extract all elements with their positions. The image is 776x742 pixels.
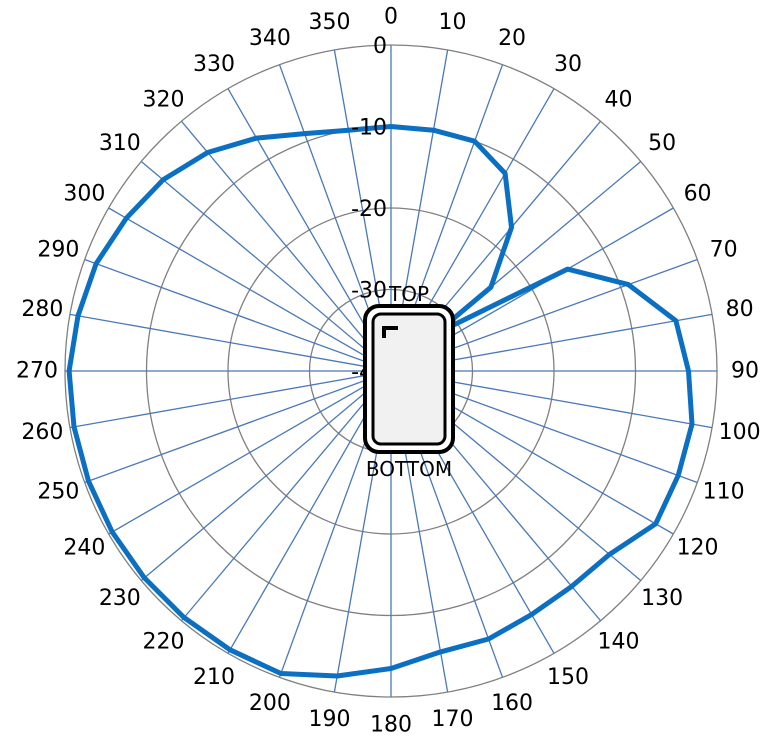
angle-label: 170 <box>431 707 473 732</box>
angle-label: 10 <box>438 10 466 35</box>
angle-label: 40 <box>605 87 633 112</box>
angle-label: 310 <box>99 131 141 156</box>
angle-label: 210 <box>193 665 235 690</box>
angle-label: 180 <box>370 713 412 738</box>
angle-label: 120 <box>677 536 719 561</box>
series-layer <box>66 124 695 679</box>
angle-label: 150 <box>547 665 589 690</box>
angle-label: 220 <box>142 630 184 655</box>
angle-label: 190 <box>309 707 351 732</box>
camera-corner-icon <box>382 326 398 338</box>
angle-label: 290 <box>37 237 79 262</box>
grid-spoke <box>180 120 392 372</box>
radial-tick-label: 0 <box>373 34 387 59</box>
device-bottom-label: BOTTOM <box>366 457 452 481</box>
angle-label: 50 <box>648 131 676 156</box>
grid-spoke <box>84 370 392 484</box>
series-line <box>66 124 695 679</box>
angle-label: 340 <box>249 26 291 51</box>
grid-spoke <box>69 370 392 429</box>
angle-label: 230 <box>99 586 141 611</box>
angle-label: 350 <box>309 10 351 35</box>
angle-label: 240 <box>63 536 105 561</box>
angle-label: 20 <box>498 26 526 51</box>
angle-label: 160 <box>491 691 533 716</box>
angle-label: 100 <box>719 420 761 445</box>
angle-label: 90 <box>731 359 759 384</box>
angle-label: 270 <box>16 359 58 384</box>
angle-label: 30 <box>554 52 582 77</box>
grid-spoke <box>180 370 392 622</box>
radial-tick-label: -20 <box>351 197 387 222</box>
grid-spoke <box>84 258 392 372</box>
angle-label: 250 <box>37 480 79 505</box>
device-top-label: TOP <box>388 282 429 306</box>
angle-label: 200 <box>249 691 291 716</box>
angle-label: 260 <box>21 420 63 445</box>
angle-label: 300 <box>63 182 105 207</box>
grid-spoke <box>108 207 392 372</box>
angle-label: 0 <box>384 5 398 30</box>
angle-label: 110 <box>703 480 745 505</box>
angle-label: 140 <box>598 630 640 655</box>
grid-spoke <box>108 370 392 535</box>
angle-label: 70 <box>710 237 738 262</box>
radial-tick-label: -10 <box>351 116 387 141</box>
radial-tick-label: -30 <box>351 279 387 304</box>
device-icon: TOP BOTTOM <box>363 282 455 481</box>
angle-label: 60 <box>684 182 712 207</box>
grid-spoke <box>140 160 392 372</box>
angle-label: 80 <box>726 297 754 322</box>
angle-label: 320 <box>142 87 184 112</box>
angle-label: 330 <box>193 52 235 77</box>
angle-label: 130 <box>641 586 683 611</box>
grid-spoke <box>140 370 392 582</box>
angle-label: 280 <box>21 297 63 322</box>
grid-spoke <box>69 313 392 372</box>
